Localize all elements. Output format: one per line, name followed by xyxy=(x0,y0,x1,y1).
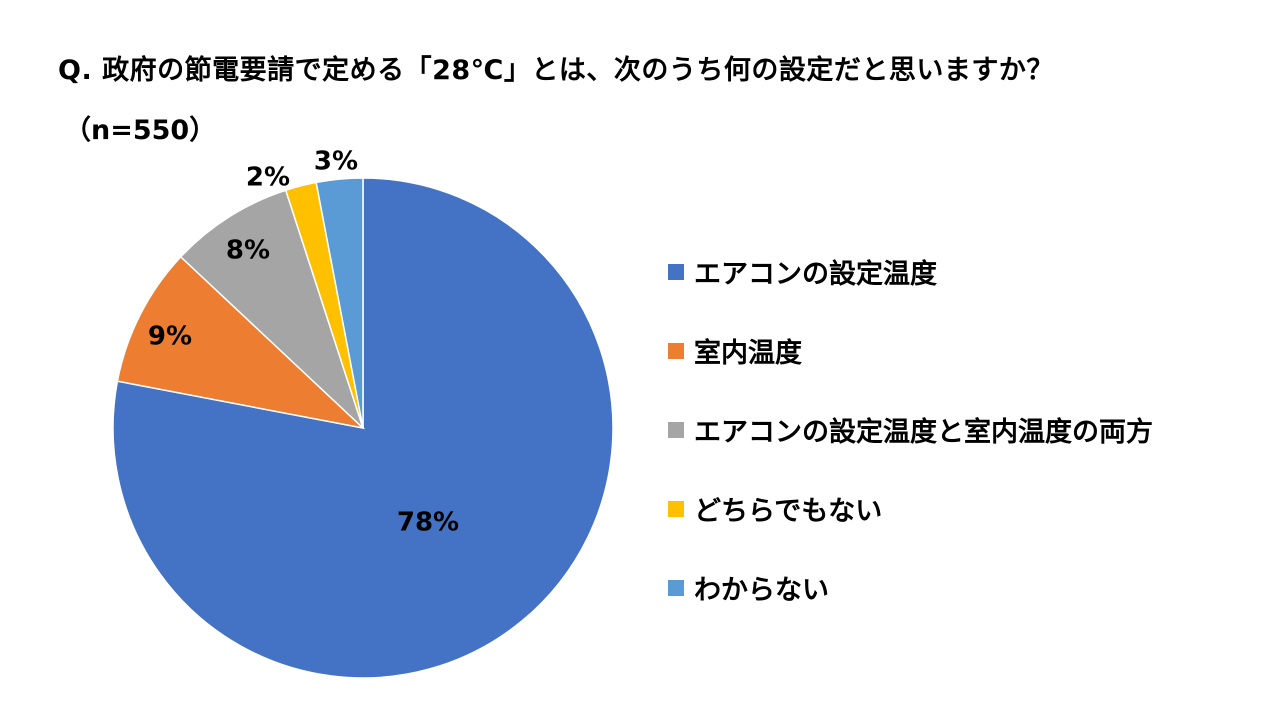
legend-item: エアコンの設定温度 xyxy=(668,232,1153,311)
legend: エアコンの設定温度 室内温度エアコンの設定温度と室内温度の両方 どちらでもない わから… xyxy=(668,232,1153,627)
chart-subtitle: （n=550） xyxy=(64,115,217,146)
legend-swatch xyxy=(668,263,684,280)
legend-label: エアコンの設定温度 xyxy=(694,259,937,290)
data-label: 8% xyxy=(226,236,270,266)
data-label: 9% xyxy=(148,322,192,352)
legend-label: どちらでもない xyxy=(694,496,883,527)
legend-label: 室内温度 xyxy=(694,338,802,369)
legend-swatch xyxy=(668,579,684,596)
legend-label: エアコンの設定温度と室内温度の両方 xyxy=(694,417,1153,448)
data-label: 78% xyxy=(397,508,459,538)
legend-item: わからない xyxy=(668,548,1153,627)
data-label: 3% xyxy=(314,147,358,177)
legend-item: エアコンの設定温度と室内温度の両方 xyxy=(668,390,1153,469)
chart-title: Q. 政府の節電要請で定める「28℃」とは、次のうち何の設定だと思いますか？ xyxy=(58,55,1054,86)
pie-slice xyxy=(116,255,366,430)
legend-swatch xyxy=(668,421,684,438)
legend-label: わからない xyxy=(694,575,829,606)
pie-slice xyxy=(179,189,364,429)
data-label: 2% xyxy=(246,163,290,193)
legend-swatch xyxy=(668,500,684,517)
legend-swatch xyxy=(668,342,684,359)
pie-slice xyxy=(315,177,364,429)
legend-item: 室内温度 xyxy=(668,311,1153,390)
legend-item: どちらでもない xyxy=(668,469,1153,548)
